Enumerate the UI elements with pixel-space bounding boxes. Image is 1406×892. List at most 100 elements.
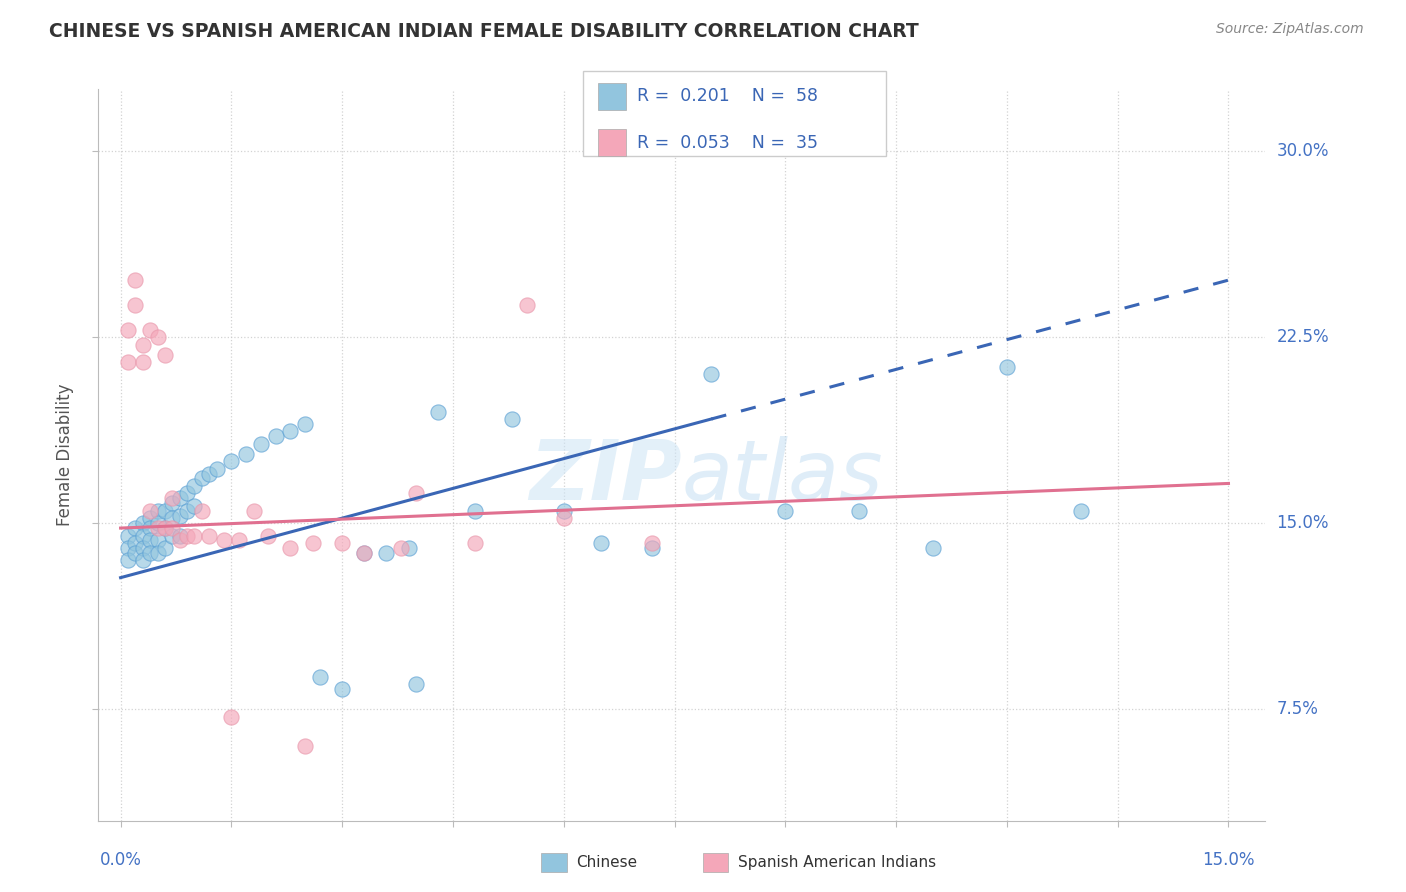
- Point: [169, 528, 191, 542]
- Y-axis label: Female Disability: Female Disability: [56, 384, 75, 526]
- Point: [405, 677, 427, 691]
- Text: 15.0%: 15.0%: [1277, 514, 1329, 533]
- Text: 22.5%: 22.5%: [1277, 328, 1329, 346]
- Point: [124, 546, 146, 560]
- Point: [146, 330, 169, 344]
- Text: Spanish American Indians: Spanish American Indians: [738, 855, 936, 870]
- Point: [139, 504, 162, 518]
- Point: [176, 528, 198, 542]
- Point: [124, 536, 146, 550]
- Point: [117, 355, 139, 369]
- Point: [183, 528, 205, 542]
- Point: [117, 323, 139, 337]
- Point: [132, 541, 155, 555]
- Point: [553, 511, 575, 525]
- Point: [169, 508, 191, 523]
- Point: [153, 347, 176, 361]
- Point: [389, 541, 412, 555]
- Point: [264, 429, 287, 443]
- Text: 7.5%: 7.5%: [1277, 700, 1319, 718]
- Point: [427, 404, 450, 418]
- Point: [146, 533, 169, 548]
- Point: [176, 504, 198, 518]
- Point: [775, 504, 797, 518]
- Text: R =  0.201    N =  58: R = 0.201 N = 58: [637, 87, 818, 105]
- Point: [221, 709, 243, 723]
- Point: [162, 491, 184, 506]
- Point: [146, 504, 169, 518]
- Point: [330, 536, 353, 550]
- Point: [132, 528, 155, 542]
- Text: Chinese: Chinese: [576, 855, 637, 870]
- Point: [589, 536, 612, 550]
- Point: [353, 546, 375, 560]
- Point: [375, 546, 398, 560]
- Point: [198, 528, 221, 542]
- Point: [183, 479, 205, 493]
- Point: [162, 528, 184, 542]
- Point: [205, 461, 228, 475]
- Point: [553, 504, 575, 518]
- Point: [139, 546, 162, 560]
- Point: [464, 536, 486, 550]
- Point: [301, 536, 323, 550]
- Point: [280, 425, 302, 439]
- Point: [198, 467, 221, 481]
- Point: [124, 273, 146, 287]
- Point: [169, 491, 191, 506]
- Point: [183, 499, 205, 513]
- Point: [309, 670, 332, 684]
- Point: [146, 516, 169, 530]
- Text: R =  0.053    N =  35: R = 0.053 N = 35: [637, 134, 818, 152]
- Point: [641, 541, 664, 555]
- Point: [169, 533, 191, 548]
- Text: atlas: atlas: [682, 436, 883, 517]
- Point: [117, 553, 139, 567]
- Point: [162, 521, 184, 535]
- Point: [212, 533, 235, 548]
- Point: [132, 355, 155, 369]
- Text: CHINESE VS SPANISH AMERICAN INDIAN FEMALE DISABILITY CORRELATION CHART: CHINESE VS SPANISH AMERICAN INDIAN FEMAL…: [49, 22, 920, 41]
- Point: [139, 521, 162, 535]
- Point: [700, 368, 723, 382]
- Point: [464, 504, 486, 518]
- Point: [139, 323, 162, 337]
- Point: [235, 447, 257, 461]
- Point: [1070, 504, 1092, 518]
- Point: [117, 528, 139, 542]
- Text: 0.0%: 0.0%: [100, 851, 142, 869]
- Point: [501, 412, 523, 426]
- Point: [162, 496, 184, 510]
- Text: ZIP: ZIP: [529, 436, 682, 517]
- Point: [176, 486, 198, 500]
- Point: [330, 682, 353, 697]
- Point: [124, 521, 146, 535]
- Point: [153, 521, 176, 535]
- Point: [294, 739, 316, 754]
- Point: [153, 504, 176, 518]
- Point: [257, 528, 280, 542]
- Point: [132, 337, 155, 351]
- Point: [353, 546, 375, 560]
- Point: [516, 298, 538, 312]
- Point: [405, 486, 427, 500]
- Point: [398, 541, 420, 555]
- Point: [153, 541, 176, 555]
- Point: [146, 521, 169, 535]
- Point: [191, 471, 214, 485]
- Point: [228, 533, 250, 548]
- Point: [162, 511, 184, 525]
- Point: [124, 298, 146, 312]
- Point: [995, 359, 1018, 374]
- Point: [153, 521, 176, 535]
- Point: [132, 516, 155, 530]
- Point: [848, 504, 870, 518]
- Text: Source: ZipAtlas.com: Source: ZipAtlas.com: [1216, 22, 1364, 37]
- Text: 30.0%: 30.0%: [1277, 142, 1329, 161]
- Text: 15.0%: 15.0%: [1202, 851, 1254, 869]
- Point: [242, 504, 264, 518]
- Point: [641, 536, 664, 550]
- Point: [250, 436, 273, 450]
- Point: [922, 541, 945, 555]
- Point: [139, 511, 162, 525]
